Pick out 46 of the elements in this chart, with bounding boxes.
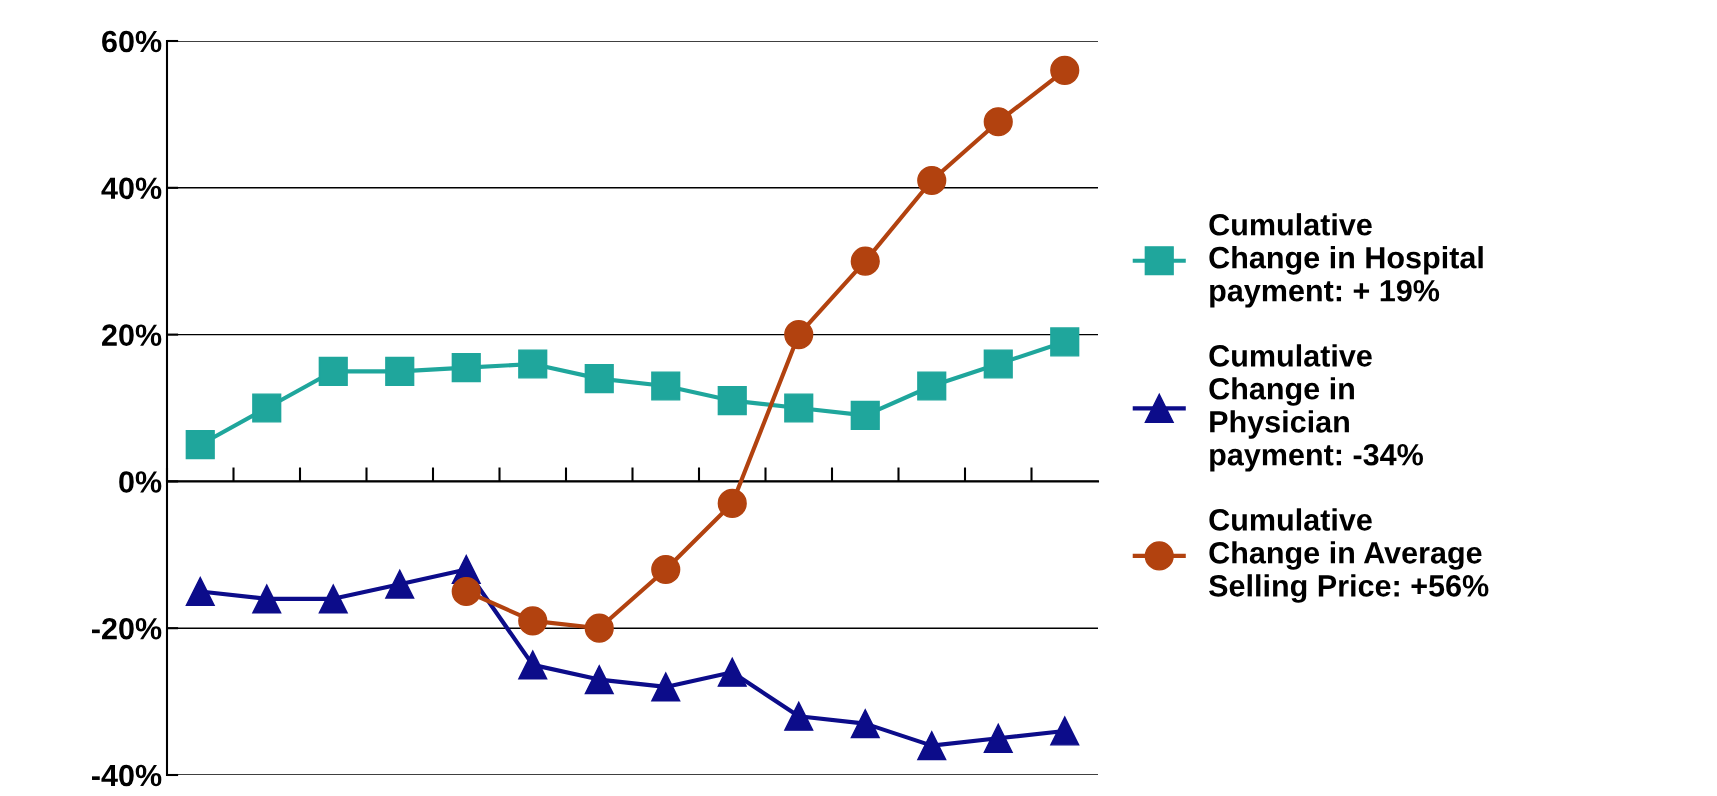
point (717, 657, 747, 687)
point (983, 107, 1013, 137)
point (385, 569, 415, 599)
point (1050, 716, 1080, 746)
point (717, 386, 747, 416)
point (917, 371, 947, 401)
y-tick-label: 20% (102, 324, 162, 346)
point (917, 731, 947, 761)
point (917, 165, 947, 196)
y-tick-label: 0% (119, 471, 162, 493)
point (385, 356, 415, 386)
point (518, 650, 548, 680)
point (651, 672, 681, 702)
point (451, 353, 481, 383)
point (318, 356, 348, 386)
point (584, 613, 614, 643)
point (584, 664, 614, 695)
y-tick-label: -20% (92, 617, 162, 640)
point (584, 364, 614, 394)
point (784, 320, 814, 350)
point (518, 606, 548, 636)
point (252, 584, 282, 614)
point (651, 371, 681, 401)
point (850, 400, 880, 430)
point (850, 246, 880, 276)
point (784, 701, 814, 731)
point (185, 430, 215, 460)
point (1050, 55, 1080, 85)
legend-label: Cumulative Change in Hospital payment: + 19% (1209, 213, 1483, 308)
legend-label: Cumulative Change in Average Selling Price: +56% (1209, 508, 1489, 603)
legend-label: Cumulative Change in Physician payment: -34% (1209, 344, 1423, 472)
point (252, 393, 282, 423)
point (651, 554, 681, 585)
y-tick-label: 60% (102, 30, 162, 53)
point (318, 584, 348, 614)
point (518, 349, 548, 379)
point (717, 488, 747, 519)
point (983, 723, 1013, 753)
point (850, 709, 880, 739)
point (185, 576, 215, 607)
y-tick-label: -40% (92, 764, 162, 787)
y-tick-label: 40% (101, 177, 162, 200)
point (451, 576, 481, 607)
point (1050, 327, 1080, 357)
point (784, 393, 814, 423)
point (983, 349, 1013, 379)
